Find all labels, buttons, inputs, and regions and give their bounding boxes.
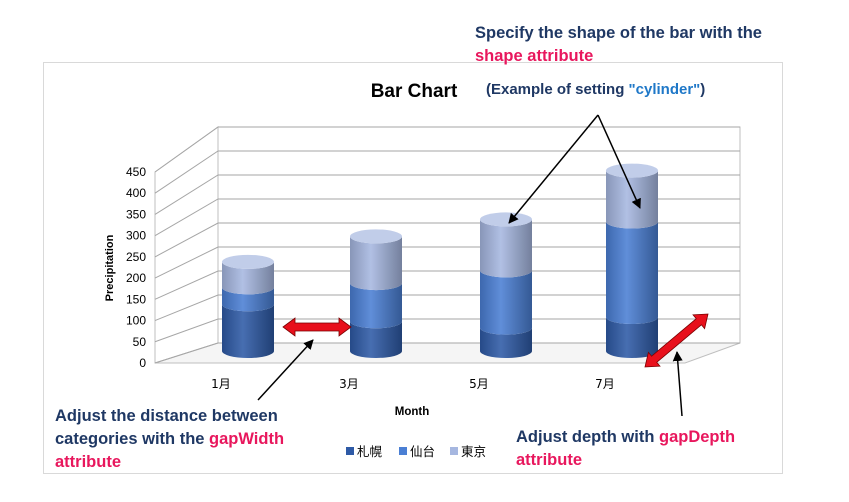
gridline [154,270,740,300]
gridline [154,318,740,343]
bar-segment [606,317,658,358]
bar-segment [222,261,274,295]
gapdepth-text: Adjust depth with [516,428,659,446]
gridline [154,342,740,364]
gapwidth-suffix: attribute [55,453,121,471]
legend-label: 札幌 [357,444,383,459]
shape-arrow-right [597,114,641,209]
bar-segment [480,219,532,278]
x-tick-label: 1月 [211,377,231,391]
gridline [154,198,740,237]
gridline [154,222,740,258]
shape-attribute-label: shape attribute [475,47,594,65]
example-value: "cylinder" [628,81,701,98]
x-axis-label: Month [395,406,429,418]
bar-top-cap [350,229,402,244]
legend-swatch [450,447,458,455]
gridline [154,294,740,322]
gapwidth-arrow [257,339,314,401]
example-annotation: (Example of setting "cylinder") [486,78,705,101]
chart-title: Bar Chart [371,81,458,102]
y-tick-label: 250 [126,250,146,264]
y-tick-label: 200 [126,271,146,285]
shape-annotation: Specify the shape of the bar with the sh… [475,22,847,68]
gridline [154,246,740,279]
bar-segment [606,221,658,325]
bar-top-cap [222,254,274,269]
gridline [154,174,740,215]
bar-segment [350,236,402,291]
y-tick-label: 150 [126,292,146,306]
x-tick-label: 7月 [595,377,615,391]
back-wall [217,126,741,344]
legend-label: 東京 [461,444,486,459]
side-wall [154,126,219,364]
bar-segment [480,270,532,335]
gapdepth-double-arrow [644,313,709,368]
y-axis-label: Precipitation [104,234,116,301]
y-tick-label: 450 [126,165,146,179]
shape-arrow-left [508,114,599,224]
legend-swatch [399,447,407,455]
example-suffix: ) [700,81,706,98]
gapwidth-annotation: Adjust the distance between categories w… [55,405,325,474]
bar-segment [480,327,532,358]
y-tick-label: 50 [133,335,147,349]
bar-segment [350,283,402,329]
legend-label: 仙台 [410,444,435,459]
y-tick-label: 0 [139,356,146,370]
y-tick-label: 350 [126,207,146,221]
y-tick-label: 100 [126,314,146,328]
gridline [154,126,740,173]
chart-frame [43,62,783,474]
gapdepth-attribute-label: gapDepth [658,428,736,446]
gapdepth-annotation: Adjust depth with gapDepth attribute [516,426,816,472]
bar-segment [222,287,274,312]
gapdepth-arrow [672,351,683,417]
gapwidth-attribute-label: gapWidth [209,430,285,448]
bar-top-cap [606,163,658,178]
example-prefix: (Example of setting [486,81,629,98]
bar-top-cap [480,212,532,227]
shape-annotation-line: Specify the shape of the bar with the [475,24,762,42]
red-double-arrow [282,317,352,337]
x-tick-label: 5月 [469,377,489,391]
gridline [154,150,740,194]
gapwidth-double-arrow [282,317,352,337]
red-double-arrow [644,313,709,368]
bar-segment [350,321,402,358]
x-tick-label: 3月 [339,377,359,391]
bar-segment [606,170,658,229]
gapdepth-suffix: attribute [516,451,582,469]
gapwidth-text: Adjust the distance between categories w… [55,407,278,448]
bar-segment [222,304,274,358]
y-tick-label: 400 [126,186,146,200]
y-tick-label: 300 [126,229,146,243]
legend-swatch [346,447,354,455]
